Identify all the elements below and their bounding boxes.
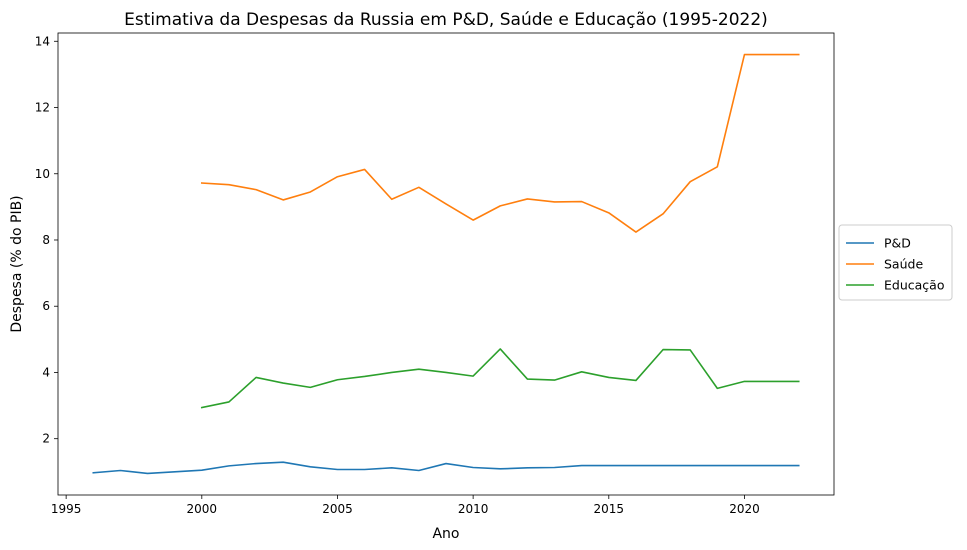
y-tick-label: 4 [42, 365, 50, 379]
y-tick-label: 6 [42, 299, 50, 313]
plot-area [57, 32, 835, 496]
x-tick-label: 2005 [322, 502, 353, 516]
x-tick-label: 2015 [594, 502, 625, 516]
y-tick-label: 8 [42, 233, 50, 247]
legend-label: Educação [884, 278, 944, 293]
series-line-3 [200, 348, 800, 409]
y-axis-ticks: 2 4 6 8 10 12 14 [35, 34, 58, 446]
y-tick-label: 14 [35, 34, 50, 48]
series-lines [92, 53, 800, 475]
chart-title: Estimativa da Despesas da Russia em P&D,… [124, 10, 768, 30]
legend-label: P&D [884, 236, 911, 251]
series-line-1 [92, 461, 800, 475]
series-line-2 [200, 53, 800, 233]
x-axis-ticks: 1995 2000 2005 2010 2015 2020 [51, 495, 760, 516]
legend-label: Saúde [884, 257, 923, 272]
legend: P&D Saúde Educação [838, 224, 953, 301]
x-tick-label: 1995 [51, 502, 82, 516]
x-tick-label: 2020 [729, 502, 760, 516]
x-tick-label: 2000 [187, 502, 218, 516]
y-tick-label: 12 [35, 101, 50, 115]
y-tick-label: 2 [42, 432, 50, 446]
y-axis-label: Despesa (% do PIB) [9, 195, 25, 332]
x-axis-label: Ano [432, 526, 459, 542]
x-tick-label: 2010 [458, 502, 489, 516]
y-tick-label: 10 [35, 167, 50, 181]
